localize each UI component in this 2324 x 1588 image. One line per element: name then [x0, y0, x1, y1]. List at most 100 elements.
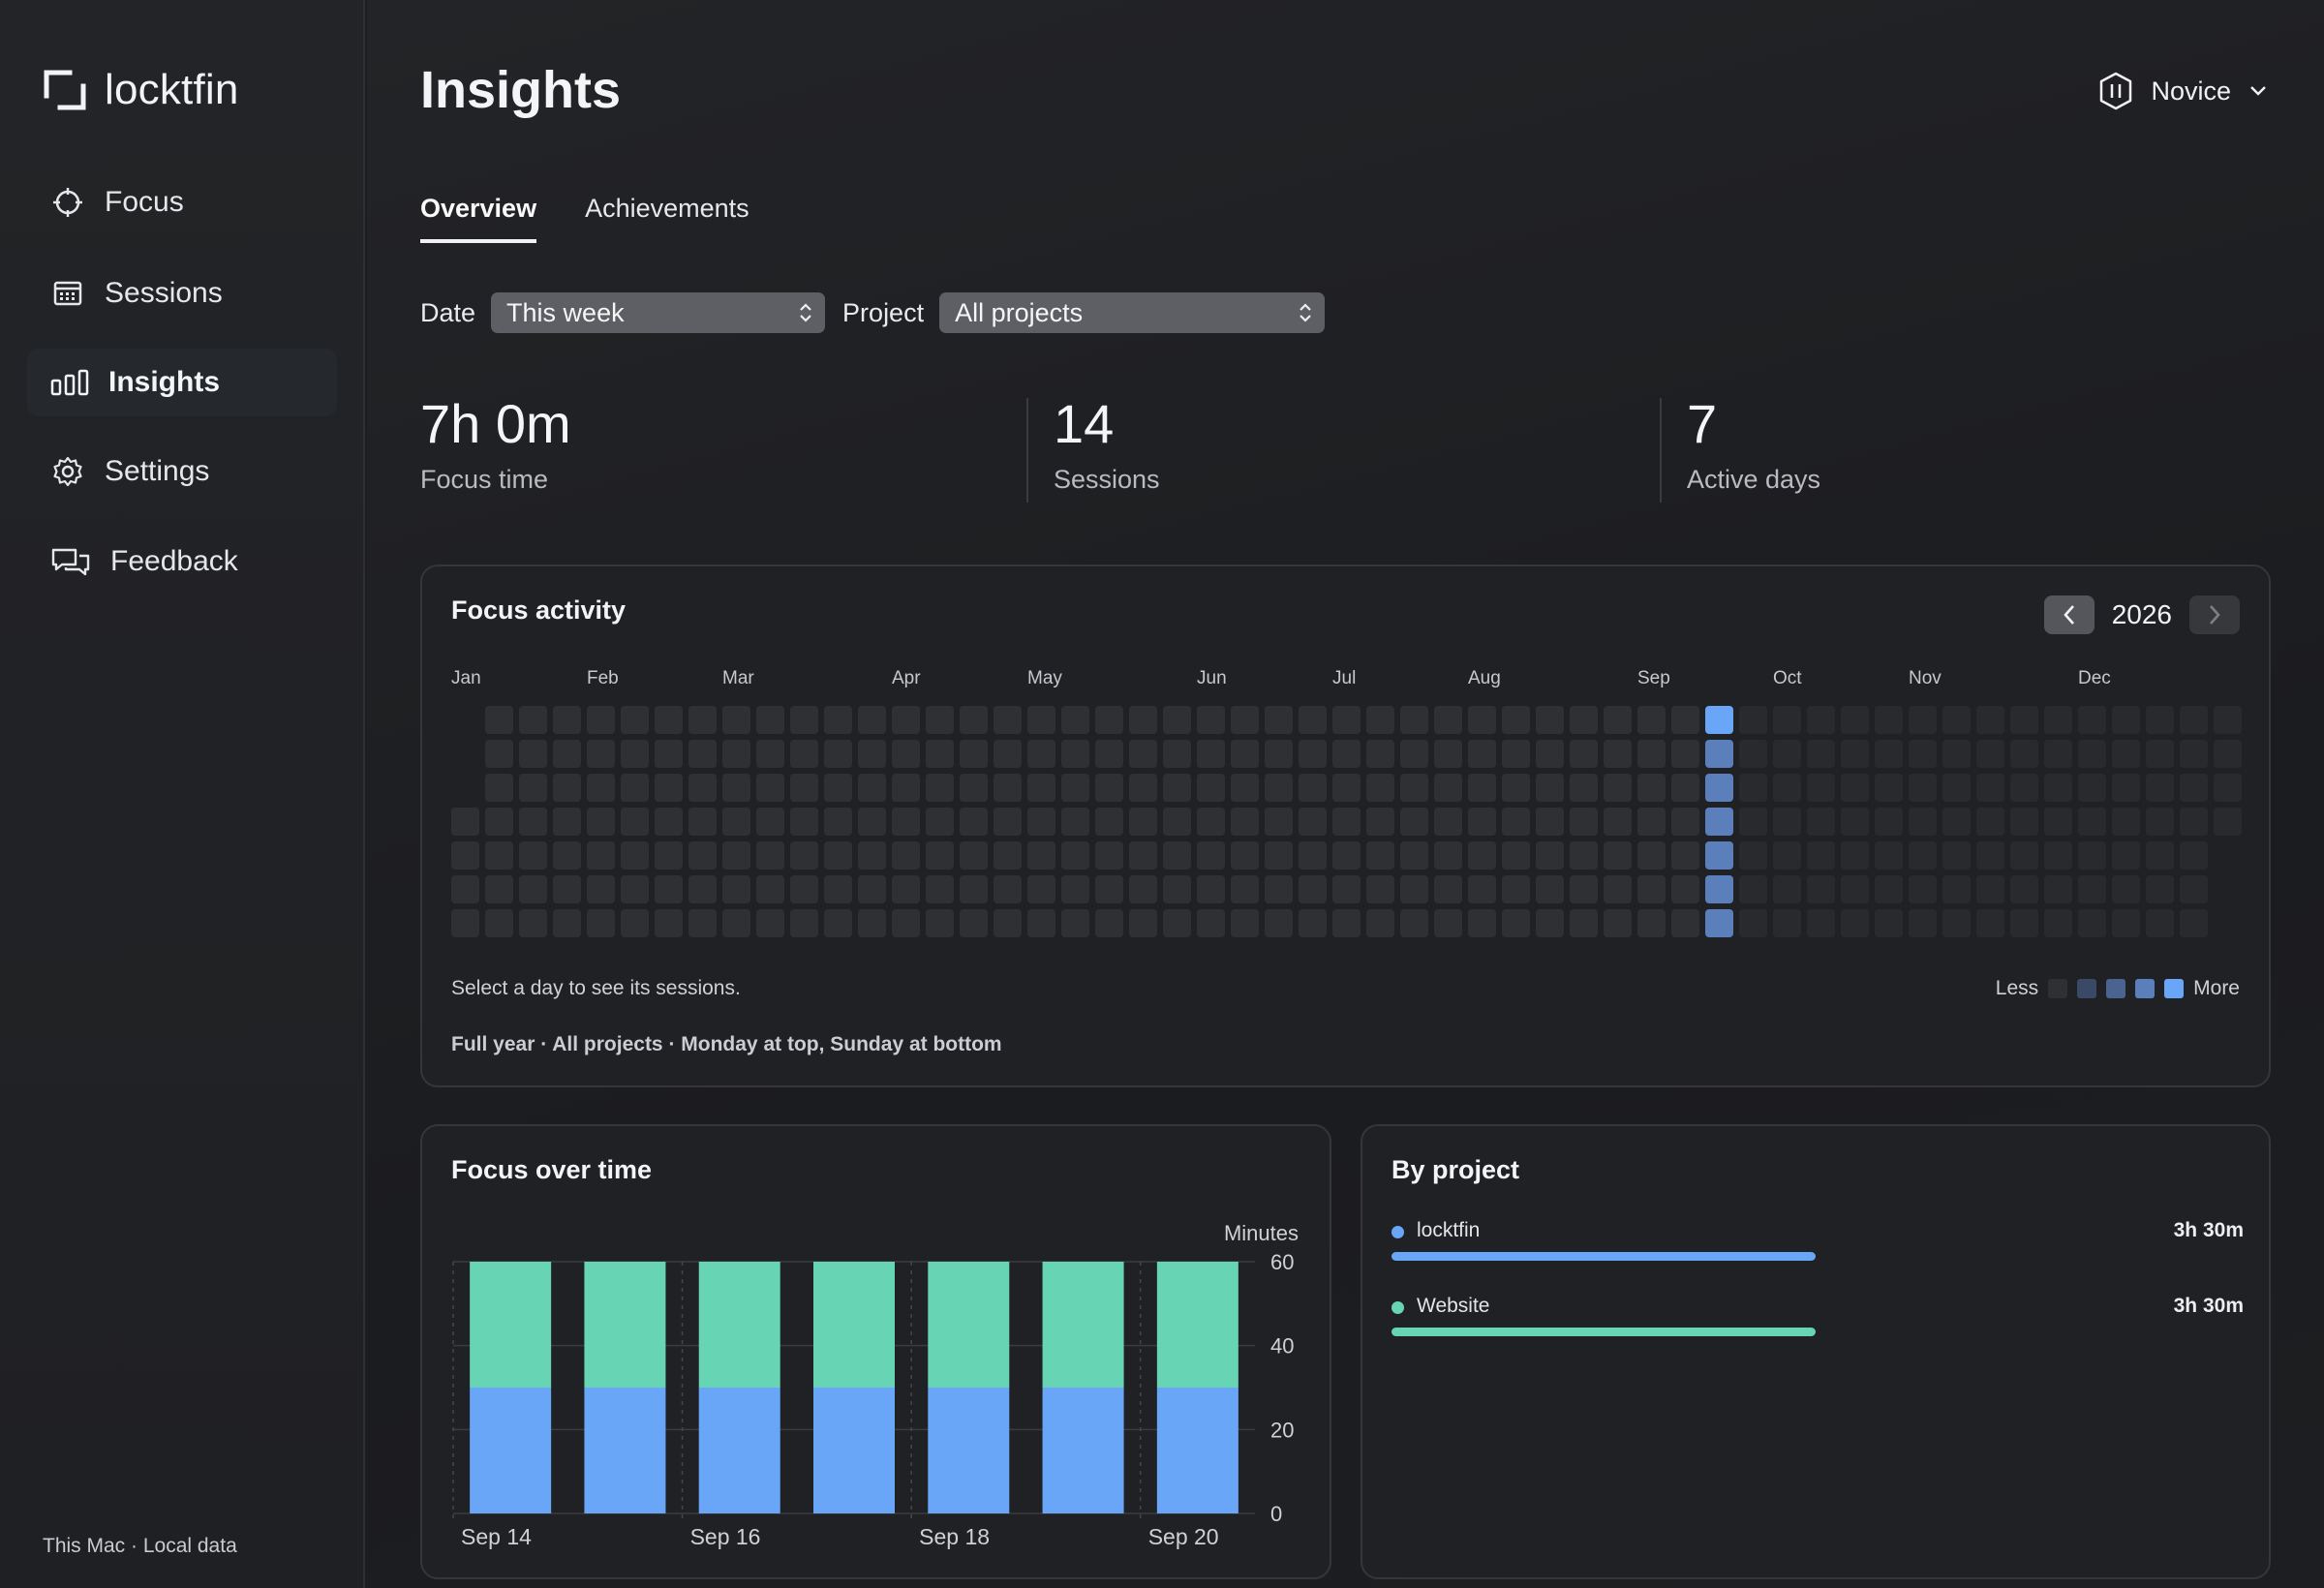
heatmap-day-cell[interactable]: [960, 909, 988, 937]
heatmap-day-cell[interactable]: [2112, 808, 2140, 836]
heatmap-day-cell[interactable]: [1468, 808, 1496, 836]
project-select[interactable]: All projects: [939, 292, 1326, 333]
heatmap-day-cell[interactable]: [2180, 774, 2208, 802]
heatmap-day-cell[interactable]: [1129, 774, 1157, 802]
heatmap-day-cell[interactable]: [2044, 909, 2072, 937]
heatmap-day-cell[interactable]: [722, 909, 750, 937]
heatmap-day-cell[interactable]: [621, 875, 649, 903]
heatmap-day-cell[interactable]: [2146, 808, 2174, 836]
heatmap-day-cell[interactable]: [1536, 909, 1564, 937]
heatmap-day-cell[interactable]: [688, 808, 717, 836]
heatmap-day-cell[interactable]: [1773, 841, 1801, 870]
heatmap-day-cell[interactable]: [688, 875, 717, 903]
heatmap-day-cell[interactable]: [1976, 740, 2004, 768]
heatmap-day-cell[interactable]: [1942, 808, 1971, 836]
heatmap-day-cell[interactable]: [1027, 808, 1055, 836]
heatmap-day-cell[interactable]: [1841, 875, 1869, 903]
heatmap-day-cell[interactable]: [1637, 909, 1666, 937]
heatmap-day-cell[interactable]: [2146, 774, 2174, 802]
heatmap-day-cell[interactable]: [1942, 909, 1971, 937]
heatmap-day-cell[interactable]: [1027, 909, 1055, 937]
heatmap-day-cell[interactable]: [1875, 740, 1903, 768]
heatmap-day-cell[interactable]: [994, 706, 1022, 734]
heatmap-day-cell[interactable]: [926, 875, 954, 903]
heatmap-day-cell[interactable]: [2010, 706, 2038, 734]
heatmap-day-cell[interactable]: [1400, 808, 1428, 836]
heatmap-day-cell[interactable]: [892, 808, 920, 836]
heatmap-day-cell[interactable]: [1197, 808, 1225, 836]
heatmap-day-cell[interactable]: [1231, 774, 1259, 802]
heatmap-day-cell[interactable]: [655, 875, 683, 903]
heatmap-day-cell[interactable]: [1027, 740, 1055, 768]
heatmap-day-cell[interactable]: [722, 875, 750, 903]
heatmap-day-cell[interactable]: [1400, 774, 1428, 802]
heatmap-day-cell[interactable]: [1909, 774, 1937, 802]
heatmap-day-cell[interactable]: [1095, 740, 1123, 768]
heatmap-day-cell[interactable]: [1332, 909, 1361, 937]
heatmap-day-cell[interactable]: [553, 706, 581, 734]
heatmap-day-cell[interactable]: [587, 808, 615, 836]
heatmap-day-cell[interactable]: [2146, 909, 2174, 937]
heatmap-day-cell[interactable]: [790, 875, 818, 903]
heatmap-day-cell[interactable]: [1197, 909, 1225, 937]
heatmap-day-cell[interactable]: [2112, 841, 2140, 870]
heatmap-day-cell[interactable]: [1909, 841, 1937, 870]
heatmap-day-cell[interactable]: [824, 909, 852, 937]
heatmap-day-cell[interactable]: [1841, 774, 1869, 802]
heatmap-day-cell[interactable]: [1875, 875, 1903, 903]
heatmap-day-cell[interactable]: [1739, 706, 1767, 734]
heatmap-day-cell[interactable]: [1773, 740, 1801, 768]
heatmap-day-cell[interactable]: [1875, 706, 1903, 734]
heatmap-day-cell[interactable]: [1163, 740, 1191, 768]
heatmap-day-cell[interactable]: [1366, 740, 1394, 768]
heatmap-day-cell[interactable]: [1909, 740, 1937, 768]
heatmap-day-cell[interactable]: [926, 808, 954, 836]
heatmap-day-cell[interactable]: [1231, 875, 1259, 903]
heatmap-day-cell[interactable]: [1536, 774, 1564, 802]
heatmap-day-cell[interactable]: [1807, 841, 1835, 870]
heatmap-day-cell[interactable]: [655, 841, 683, 870]
heatmap-day-cell[interactable]: [1841, 808, 1869, 836]
heatmap-day-cell[interactable]: [1197, 841, 1225, 870]
heatmap-day-cell[interactable]: [587, 841, 615, 870]
heatmap-day-cell[interactable]: [1671, 909, 1699, 937]
heatmap-day-cell[interactable]: [858, 706, 886, 734]
heatmap-day-cell[interactable]: [722, 706, 750, 734]
heatmap-day-cell[interactable]: [2180, 875, 2208, 903]
heatmap-day-cell[interactable]: [519, 875, 547, 903]
heatmap-day-cell[interactable]: [1942, 740, 1971, 768]
heatmap-day-cell[interactable]: [1434, 706, 1462, 734]
heatmap-day-cell[interactable]: [1434, 841, 1462, 870]
heatmap-day-cell[interactable]: [1027, 774, 1055, 802]
heatmap-day-cell[interactable]: [1231, 706, 1259, 734]
heatmap-day-cell[interactable]: [926, 706, 954, 734]
heatmap-day-cell[interactable]: [1739, 774, 1767, 802]
heatmap-day-cell[interactable]: [2180, 841, 2208, 870]
heatmap-day-cell[interactable]: [790, 774, 818, 802]
heatmap-day-cell[interactable]: [1637, 875, 1666, 903]
heatmap-day-cell[interactable]: [994, 909, 1022, 937]
heatmap-day-cell[interactable]: [2214, 706, 2242, 734]
heatmap-day-cell[interactable]: [1841, 909, 1869, 937]
heatmap-day-cell[interactable]: [1570, 774, 1598, 802]
heatmap-day-cell[interactable]: [1061, 909, 1089, 937]
heatmap-day-cell[interactable]: [1705, 808, 1733, 836]
heatmap-day-cell[interactable]: [1841, 706, 1869, 734]
heatmap-day-cell[interactable]: [2010, 808, 2038, 836]
heatmap-day-cell[interactable]: [824, 740, 852, 768]
heatmap-day-cell[interactable]: [1705, 909, 1733, 937]
heatmap-day-cell[interactable]: [485, 740, 513, 768]
heatmap-day-cell[interactable]: [892, 740, 920, 768]
heatmap-day-cell[interactable]: [1265, 740, 1293, 768]
heatmap-day-cell[interactable]: [858, 774, 886, 802]
heatmap-day-cell[interactable]: [1570, 875, 1598, 903]
heatmap-day-cell[interactable]: [1027, 875, 1055, 903]
heatmap-day-cell[interactable]: [485, 909, 513, 937]
heatmap-day-cell[interactable]: [655, 740, 683, 768]
heatmap-day-cell[interactable]: [2078, 808, 2106, 836]
heatmap-day-cell[interactable]: [1875, 909, 1903, 937]
heatmap-day-cell[interactable]: [1299, 909, 1327, 937]
heatmap-day-cell[interactable]: [1637, 706, 1666, 734]
heatmap-day-cell[interactable]: [926, 841, 954, 870]
heatmap-day-cell[interactable]: [1163, 841, 1191, 870]
